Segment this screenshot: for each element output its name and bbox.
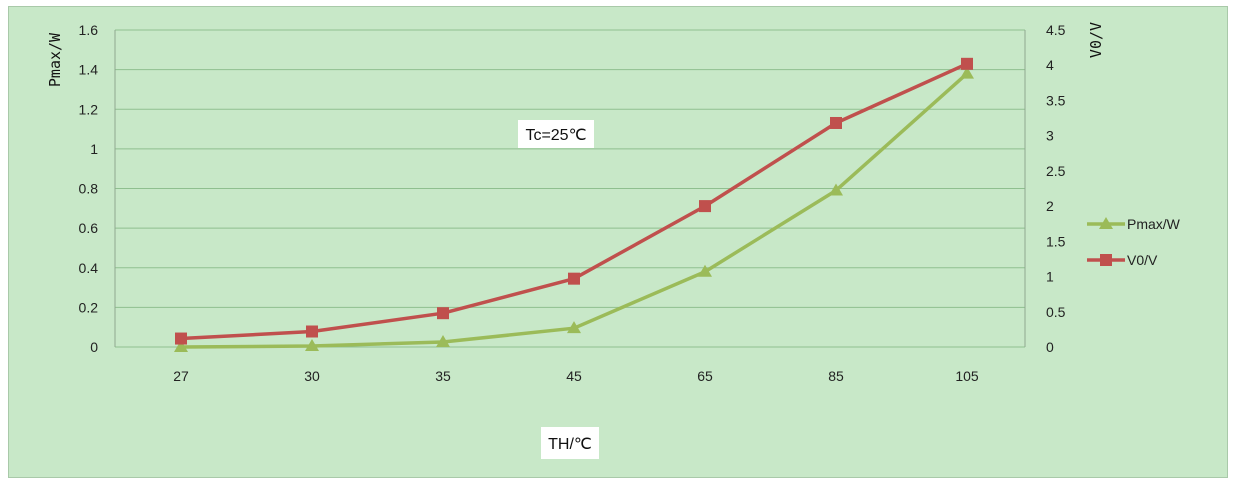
data-series <box>174 57 974 352</box>
annotation-text: Tc=25℃ <box>525 127 586 144</box>
data-point <box>436 335 450 348</box>
legend-marker <box>1100 254 1112 266</box>
y-right-tick-label: 1 <box>1046 269 1054 285</box>
axes <box>114 30 1026 347</box>
x-tick-label: 27 <box>173 368 189 384</box>
x-tick-label: 65 <box>697 368 713 384</box>
y-right-tick-label: 3 <box>1046 128 1054 144</box>
y-right-tick-label: 0 <box>1046 339 1054 355</box>
y-left-tick-label: 0.4 <box>79 260 99 276</box>
data-point <box>567 321 581 334</box>
legend: Pmax/W V0/V <box>1087 216 1181 268</box>
x-tick-label: 85 <box>828 368 844 384</box>
series-line-v0-v <box>180 62 968 341</box>
legend-label: V0/V <box>1127 252 1158 268</box>
y-left-tick-label: 0.6 <box>79 220 99 236</box>
legend-marker <box>1099 217 1113 229</box>
data-point <box>961 57 973 70</box>
series-line-pmax-w <box>180 72 969 349</box>
grid-lines <box>115 29 1025 348</box>
data-point <box>698 264 712 277</box>
data-point <box>437 307 449 320</box>
y-axis-left-ticks: 0 0.2 0.4 0.6 0.8 1 1.2 1.4 1.6 <box>79 22 99 355</box>
y-axis-right-ticks: 0 0.5 1 1.5 2 2.5 3 3.5 4 4.5 <box>1046 22 1066 355</box>
y-right-tick-label: 2.5 <box>1046 163 1066 179</box>
data-point <box>174 340 188 352</box>
y-left-tick-label: 1.2 <box>79 101 99 117</box>
y-right-tick-label: 4 <box>1046 57 1054 73</box>
x-tick-label: 105 <box>955 368 979 384</box>
y-left-tick-label: 1 <box>90 141 98 157</box>
data-point <box>960 66 974 79</box>
y-right-tick-label: 0.5 <box>1046 304 1066 320</box>
x-tick-label: 45 <box>566 368 582 384</box>
data-point <box>699 200 711 213</box>
legend-label: Pmax/W <box>1127 216 1181 232</box>
x-tick-label: 35 <box>435 368 451 384</box>
y-left-tick-label: 0.2 <box>79 299 99 315</box>
x-axis-ticks: 27 30 35 45 65 85 105 <box>173 368 979 384</box>
x-axis-label: TH/℃ <box>548 436 592 453</box>
y-left-tick-label: 0.8 <box>79 181 99 197</box>
y-left-tick-label: 0 <box>90 339 98 355</box>
y-axis-left-label: Pmax/W <box>46 32 64 87</box>
data-point <box>305 339 319 352</box>
y-axis-right-label: V0/V <box>1087 22 1105 58</box>
data-point <box>568 272 580 285</box>
data-point <box>830 116 842 129</box>
data-point <box>829 183 843 196</box>
y-right-tick-label: 2 <box>1046 198 1054 214</box>
x-axis-label-box <box>541 427 599 459</box>
y-left-tick-label: 1.4 <box>79 62 99 78</box>
y-right-tick-label: 1.5 <box>1046 233 1066 249</box>
y-right-tick-label: 3.5 <box>1046 92 1066 108</box>
data-point <box>306 325 318 338</box>
data-point <box>175 332 187 345</box>
x-tick-label: 30 <box>304 368 320 384</box>
annotation-box <box>518 120 594 148</box>
y-right-tick-label: 4.5 <box>1046 22 1066 38</box>
y-left-tick-label: 1.6 <box>79 22 99 38</box>
